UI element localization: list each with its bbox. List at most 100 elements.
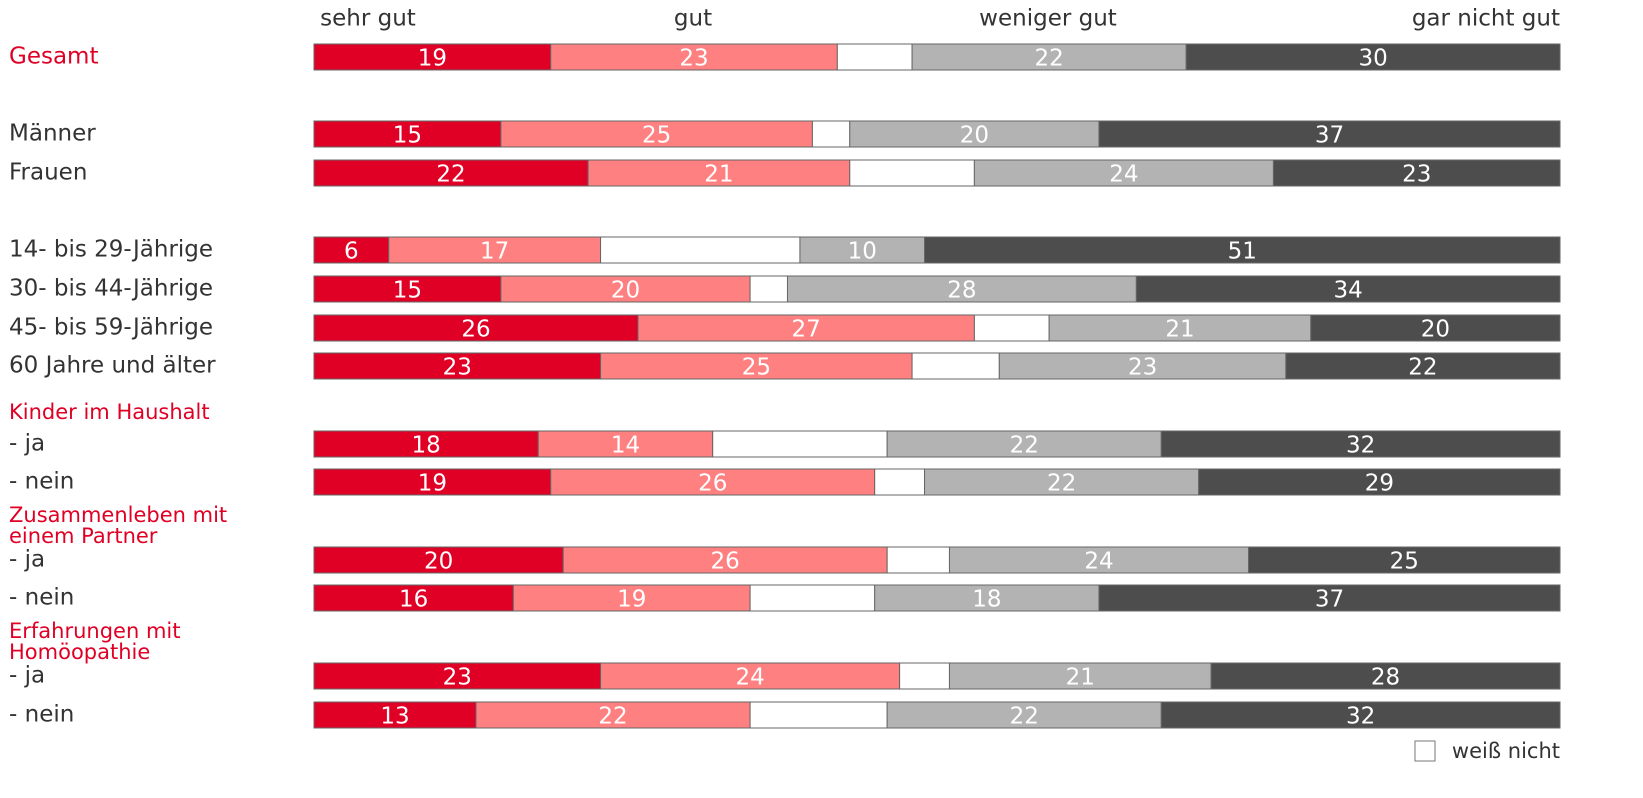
bar-segment <box>836 43 913 71</box>
value-label: 21 <box>1066 665 1095 691</box>
bar-segment <box>313 120 502 148</box>
value-label: 18 <box>411 433 440 459</box>
value-label: 37 <box>1315 587 1344 613</box>
value-label: 21 <box>704 162 733 188</box>
bar-segment <box>749 275 788 303</box>
value-label: 24 <box>1084 549 1113 575</box>
legend-swatch <box>1414 740 1436 762</box>
legend-label: weniger gut <box>979 6 1117 32</box>
category-label: - nein <box>9 585 74 611</box>
bar-segment <box>948 662 1212 690</box>
value-label: 22 <box>436 162 465 188</box>
value-label: 20 <box>611 278 640 304</box>
value-label: 19 <box>418 46 447 72</box>
bar-segment <box>948 546 1250 574</box>
value-label: 34 <box>1334 278 1363 304</box>
bar-segment <box>313 584 514 612</box>
value-label: 16 <box>399 587 428 613</box>
value-label: 23 <box>443 355 472 381</box>
category-label: - nein <box>9 702 74 728</box>
bar-segment <box>1285 352 1561 380</box>
value-label: 32 <box>1346 433 1375 459</box>
bar-segment <box>637 314 975 342</box>
category-label: - nein <box>9 469 74 495</box>
bar-segment <box>874 468 926 496</box>
category-label: 60 Jahre und älter <box>9 353 216 379</box>
category-label: - ja <box>9 663 45 689</box>
value-label: 17 <box>480 239 509 265</box>
value-label: 25 <box>1390 549 1419 575</box>
group-label: Zusammenleben mit <box>9 503 227 527</box>
value-label: 14 <box>611 433 640 459</box>
value-label: 24 <box>735 665 764 691</box>
bar-segment <box>313 546 564 574</box>
bar-segment <box>874 584 1100 612</box>
bar-segment <box>313 701 477 729</box>
bar-segment <box>587 159 851 187</box>
bar-segment <box>786 275 1137 303</box>
bar-segment <box>388 236 602 264</box>
bar-segment <box>512 584 751 612</box>
bar-segment <box>313 314 639 342</box>
bar-segment <box>562 546 888 574</box>
bar-segment <box>313 159 589 187</box>
value-label: 15 <box>393 278 422 304</box>
bar-segment <box>886 701 1162 729</box>
legend-label: sehr gut <box>320 6 416 32</box>
bar-segment <box>500 120 813 148</box>
value-label: 22 <box>1010 433 1039 459</box>
value-label: 26 <box>461 317 490 343</box>
bar-segment <box>973 314 1050 342</box>
value-label: 30 <box>1358 46 1387 72</box>
value-label: 25 <box>642 123 671 149</box>
value-label: 19 <box>617 587 646 613</box>
bar-segment <box>313 236 390 264</box>
bar-segment <box>924 236 1561 264</box>
group-label: Homöopathie <box>9 640 150 664</box>
value-label: 19 <box>418 471 447 497</box>
group-label: einem Partner <box>9 524 158 548</box>
bar-segment <box>1160 701 1561 729</box>
bar-segment <box>1135 275 1561 303</box>
bar-segment <box>849 120 1100 148</box>
group-label: Kinder im Haushalt <box>9 400 210 424</box>
bar-segment <box>811 120 851 148</box>
value-label: 26 <box>698 471 727 497</box>
bar-segment <box>1048 314 1312 342</box>
value-label: 6 <box>344 239 359 265</box>
value-label: 23 <box>443 665 472 691</box>
value-label: 22 <box>1047 471 1076 497</box>
value-label: 29 <box>1365 471 1394 497</box>
bar-segment <box>886 430 1162 458</box>
value-label: 22 <box>1010 704 1039 730</box>
bar-segment <box>1210 662 1561 690</box>
value-label: 20 <box>960 123 989 149</box>
value-label: 23 <box>1402 162 1431 188</box>
value-label: 20 <box>1421 317 1450 343</box>
bar-segment <box>600 236 801 264</box>
value-label: 28 <box>947 278 976 304</box>
bar-segment <box>911 43 1187 71</box>
bar-segment <box>1198 468 1561 496</box>
value-label: 15 <box>393 123 422 149</box>
bar-segment <box>500 275 751 303</box>
bar-segment <box>899 662 950 690</box>
bar-segment <box>1098 584 1561 612</box>
bar-segment <box>475 701 751 729</box>
value-label: 23 <box>679 46 708 72</box>
value-label: 20 <box>424 549 453 575</box>
value-label: 37 <box>1315 123 1344 149</box>
value-label: 26 <box>711 549 740 575</box>
group-label: Erfahrungen mit <box>9 619 181 643</box>
bar-segment <box>313 352 602 380</box>
bar-segment <box>924 468 1200 496</box>
value-label: 22 <box>1408 355 1437 381</box>
value-label: 21 <box>1165 317 1194 343</box>
bar-segment <box>1185 43 1561 71</box>
category-label: Frauen <box>9 160 87 186</box>
value-label: 32 <box>1346 704 1375 730</box>
bar-segment <box>1248 546 1561 574</box>
bar-segment <box>1160 430 1561 458</box>
category-label: 45- bis 59-Jährige <box>9 315 213 341</box>
bar-segment <box>313 275 502 303</box>
